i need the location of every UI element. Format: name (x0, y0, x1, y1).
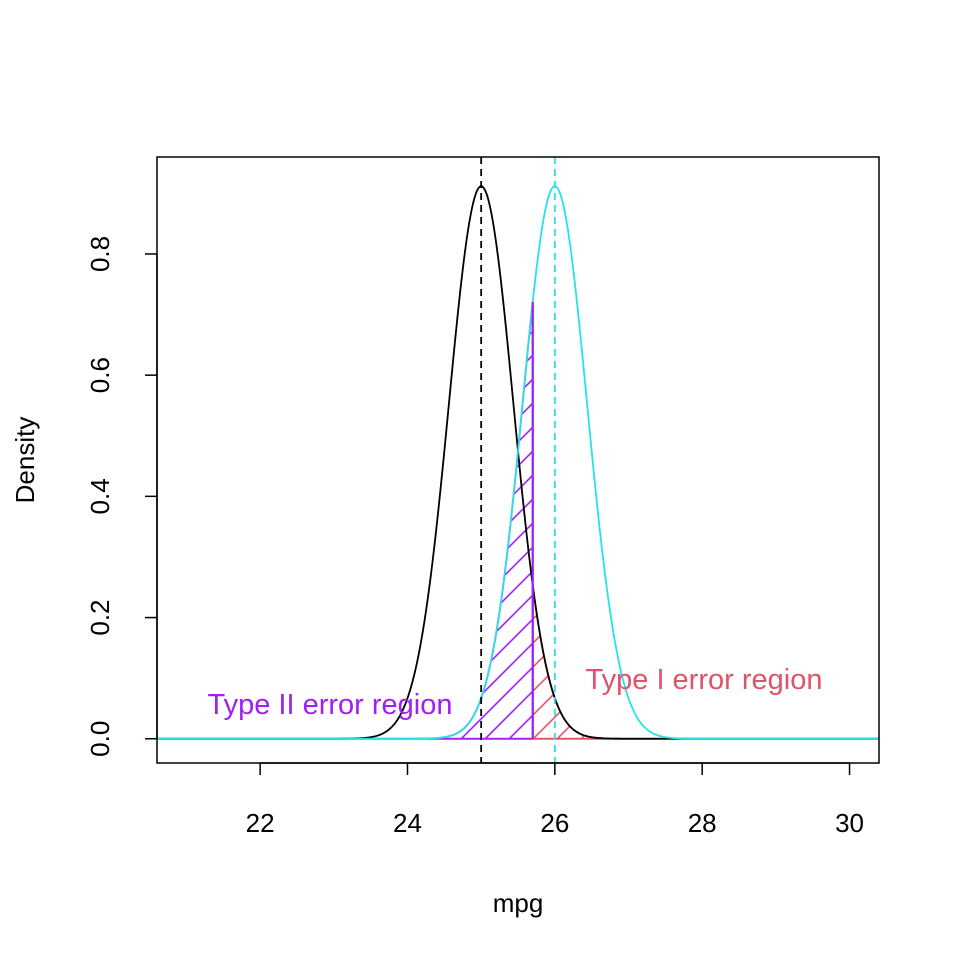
type-ii-region-label: Type II error region (208, 689, 453, 721)
x-tick-label: 22 (246, 808, 275, 838)
mean-reference-lines (480, 157, 556, 763)
type-i-region-label: Type I error region (586, 664, 823, 696)
y-tick-label: 0.6 (85, 357, 115, 393)
x-tick-label: 24 (393, 808, 422, 838)
y-axis-title: Density (10, 417, 40, 504)
y-tick-label: 0.4 (85, 478, 115, 514)
y-axis: 0.0 0.2 0.4 0.6 0.8 (85, 236, 158, 757)
x-axis-title: mpg (493, 888, 544, 918)
density-curve-2 (157, 185, 879, 740)
x-tick-label: 30 (835, 808, 864, 838)
x-tick-label: 26 (540, 808, 569, 838)
x-tick-label: 28 (688, 808, 717, 838)
y-tick-label: 0.0 (85, 721, 115, 757)
density-curve-1 (157, 185, 879, 740)
density-curves (157, 185, 879, 740)
region-outline (157, 301, 534, 740)
region-outline (531, 585, 879, 740)
x-axis: 22 24 26 28 30 (246, 762, 864, 838)
y-tick-label: 0.2 (85, 599, 115, 635)
y-tick-label: 0.8 (85, 236, 115, 272)
